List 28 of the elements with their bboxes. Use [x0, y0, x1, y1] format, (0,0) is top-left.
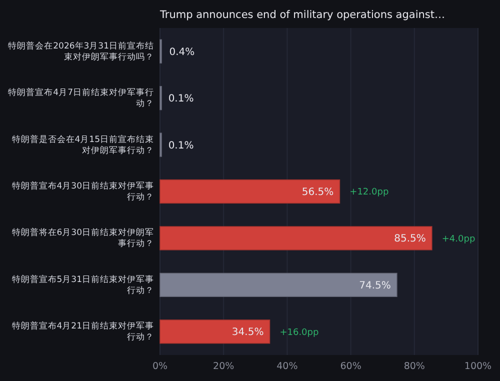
data-label: 34.5%: [232, 327, 264, 338]
x-tick-label: 40%: [276, 361, 298, 372]
y-tick-label: 特朗普宣布5月31日前结束对伊军事行动？: [12, 274, 154, 296]
data-label: 56.5%: [302, 187, 334, 198]
x-tick-label: 80%: [404, 361, 425, 372]
x-tick-label: 0%: [152, 361, 168, 372]
annotation: +12.0pp: [350, 188, 389, 198]
x-tick-label: 60%: [340, 361, 362, 372]
data-label: 74.5%: [359, 280, 391, 292]
annotation: +4.0pp: [442, 234, 476, 244]
bar: [160, 179, 340, 204]
y-tick-label: 特朗普会在2026年3月31日前宣布结束对伊朗军事行动吗？: [8, 40, 154, 62]
y-tick-label: 特朗普宣布4月30日前结束对伊军事行动？: [12, 180, 154, 202]
data-label: 0.1%: [168, 140, 194, 152]
annotation: +16.0pp: [280, 328, 320, 338]
bar: [160, 272, 398, 298]
bar: [160, 320, 270, 344]
data-label: 0.4%: [169, 46, 195, 58]
y-tick-label: 特朗普是否会在4月15日前宣布结束对伊朗军事行动？: [12, 134, 154, 156]
y-tick-label: 特朗普宣布4月21日前结束对伊军事行动？: [12, 320, 154, 343]
x-tick-label: 100%: [464, 361, 492, 372]
x-tick-label: 20%: [213, 361, 234, 372]
y-tick-label: 特朗普将在6月30日前结束对伊朗军事行动？: [12, 227, 154, 250]
y-tick-label: 特朗普宣布4月7日前结束对伊军事行动？: [8, 87, 154, 110]
chart-title: Trump announces end of military operations against…: [159, 9, 445, 21]
data-label: 85.5%: [394, 234, 426, 245]
data-label: 0.1%: [168, 94, 194, 105]
bar: [160, 226, 432, 250]
